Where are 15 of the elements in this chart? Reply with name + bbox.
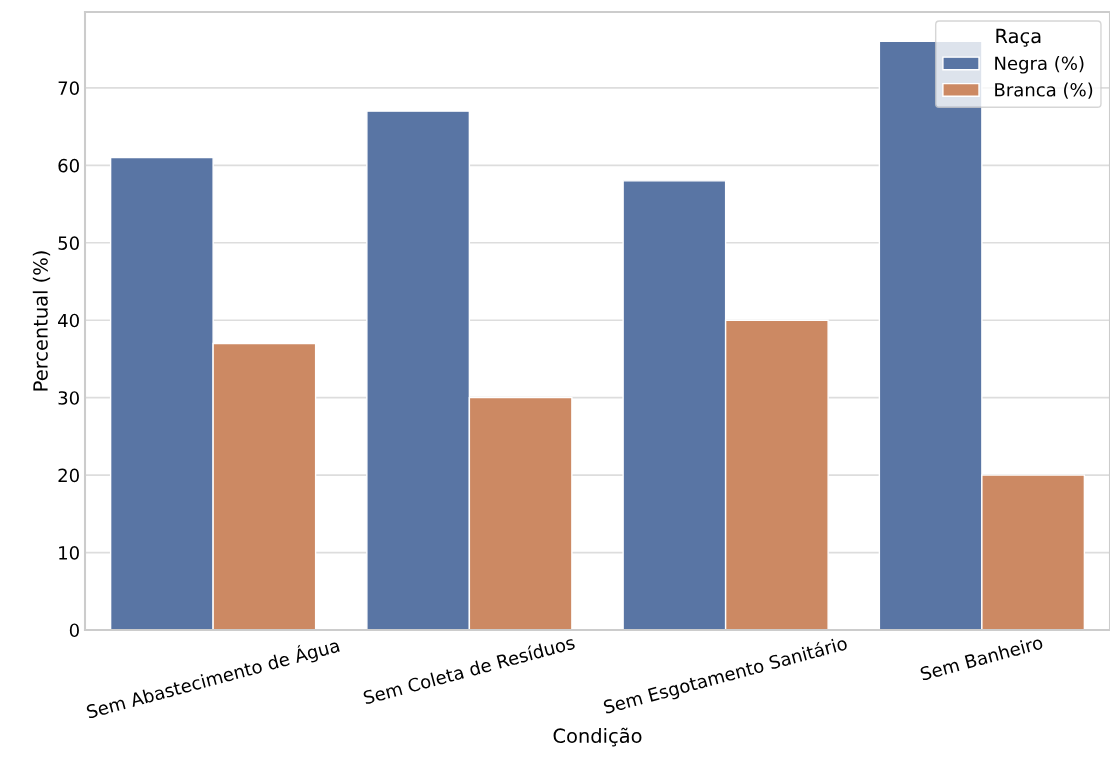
y-tick-label: 30 — [58, 391, 79, 405]
y-tick-label: 20 — [58, 468, 79, 483]
x-axis-title: Condição — [553, 727, 642, 747]
y-tick-label: 50 — [58, 236, 79, 250]
legend-label: Branca (%) — [995, 82, 1093, 99]
y-tick-label: 0 — [69, 623, 79, 638]
y-tick-label: 40 — [58, 313, 79, 328]
y-tick-label: 10 — [59, 546, 79, 560]
y-tick-label: 60 — [58, 158, 79, 173]
legend-label: Negra (%) — [995, 56, 1084, 74]
legend-title: Raça — [996, 28, 1041, 47]
y-tick-label: 70 — [58, 81, 79, 96]
y-axis-title: Percentual (%) — [32, 251, 51, 391]
x-tick-label: Sem Banheiro — [919, 635, 1044, 681]
x-tick-label: Sem Coleta de Resíduos — [362, 634, 576, 705]
